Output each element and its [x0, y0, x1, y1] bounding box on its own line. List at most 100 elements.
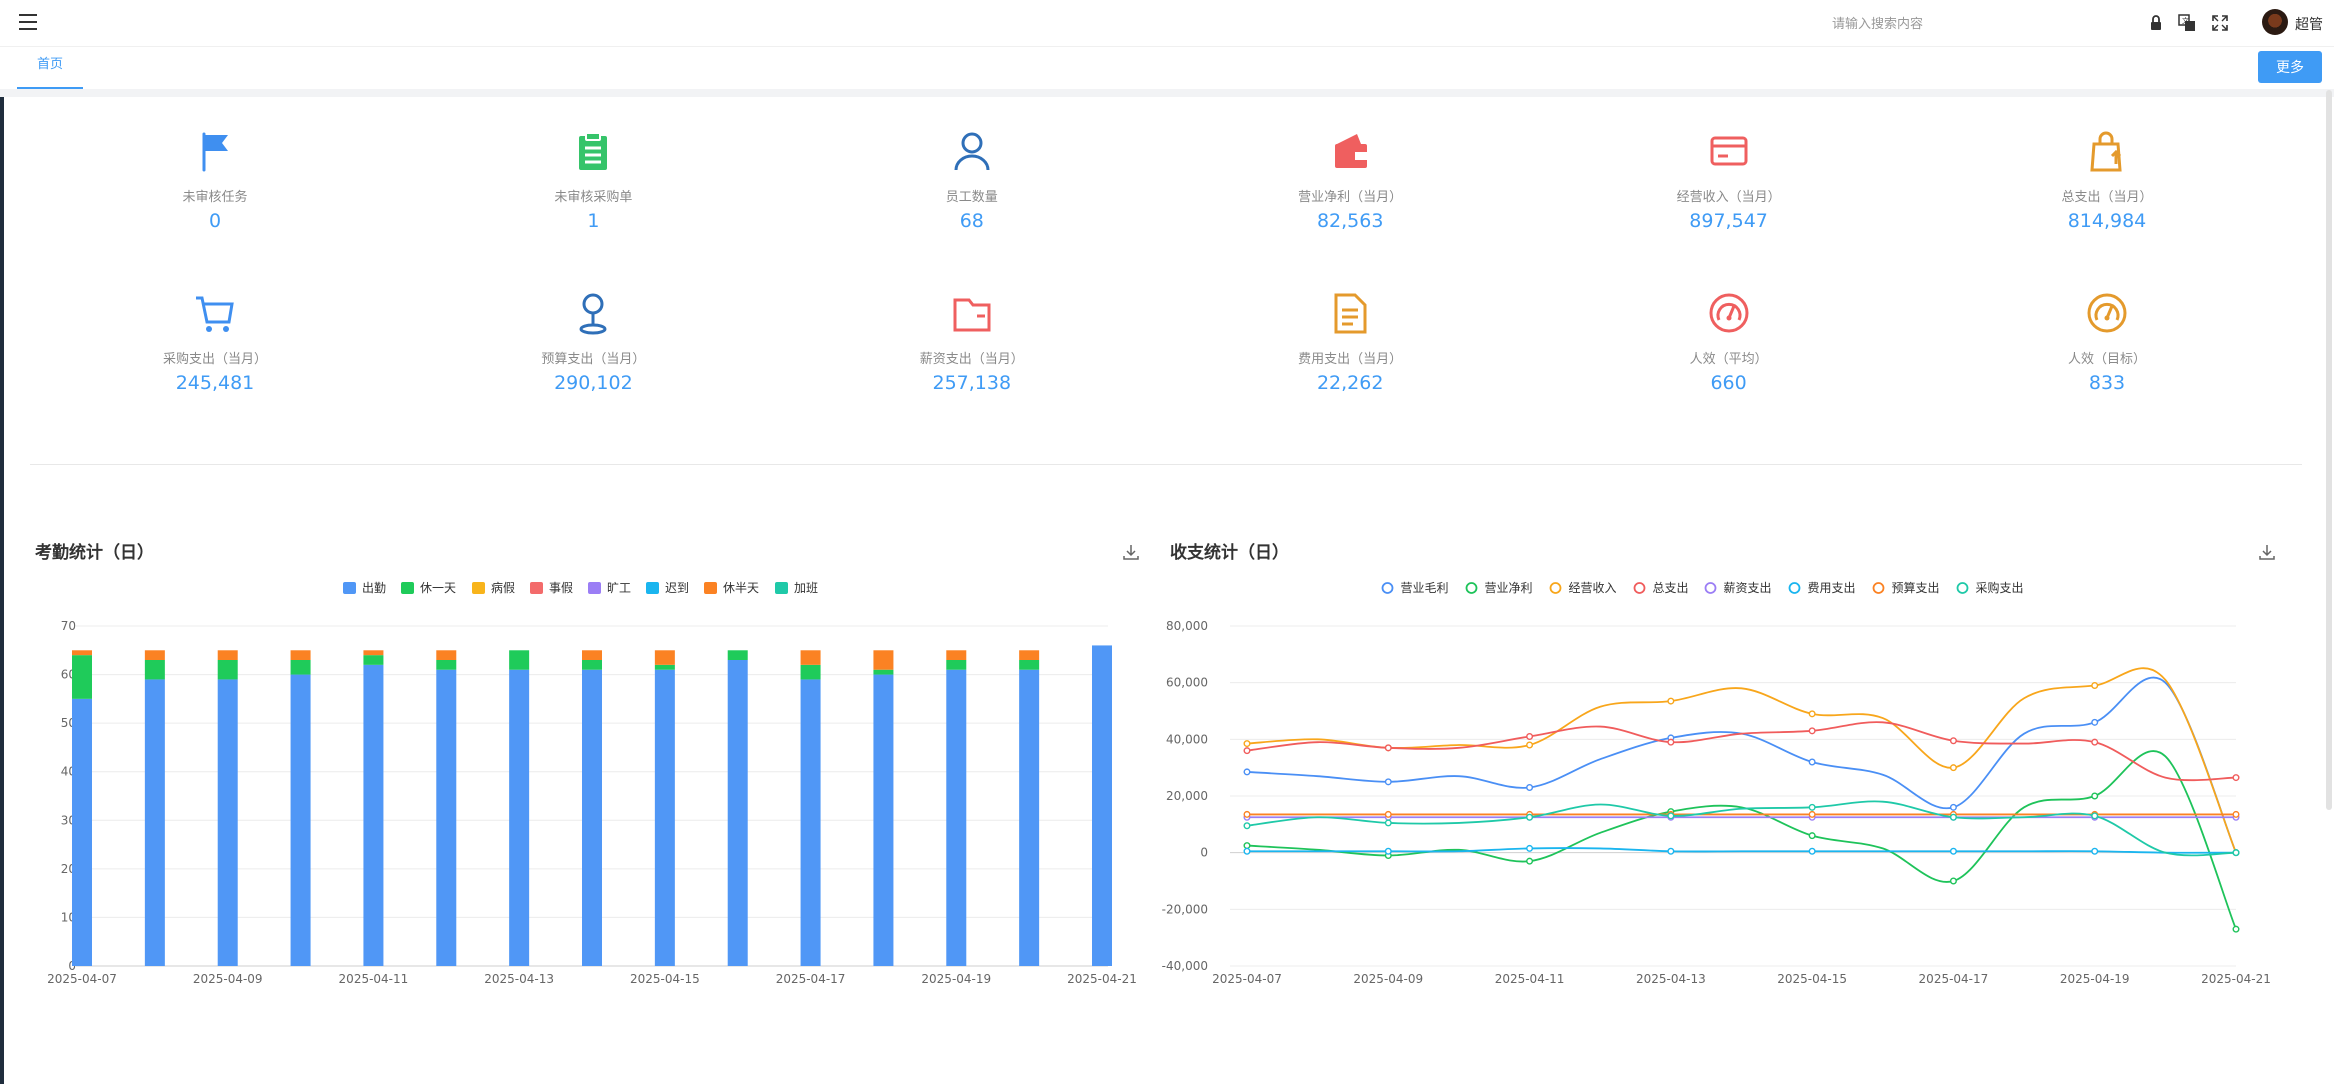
left-sidebar-edge — [0, 0, 4, 1084]
stat-card[interactable]: 未审核采购单 1 — [483, 128, 703, 232]
data-point — [1526, 784, 1534, 792]
stat-card[interactable]: 员工数量 68 — [862, 128, 1082, 232]
bar-segment — [290, 660, 311, 675]
stat-card[interactable]: 未审核任务 0 — [105, 128, 325, 232]
avatar[interactable] — [2262, 9, 2288, 35]
stat-card[interactable]: 预算支出（当月） 290,102 — [483, 290, 703, 394]
stat-value: 68 — [959, 210, 984, 232]
bar-segment — [144, 650, 165, 660]
data-point — [1808, 803, 1816, 811]
data-point — [1384, 744, 1392, 752]
username[interactable]: 超管 — [2295, 17, 2323, 33]
data-point — [1526, 733, 1534, 741]
x-tick-label: 2025-04-13 — [1636, 972, 1706, 986]
legend-swatch — [1788, 582, 1801, 594]
bar-segment — [800, 650, 821, 665]
data-point — [1808, 727, 1816, 735]
stat-value: 814,984 — [2067, 210, 2147, 232]
data-point — [1949, 803, 1957, 811]
legend-item: 旷工 — [607, 581, 631, 595]
data-point — [2091, 682, 2099, 690]
data-point — [1667, 847, 1675, 855]
download-icon[interactable] — [1121, 542, 1141, 562]
stat-card[interactable]: 经营收入（当月） 897,547 — [1619, 128, 1839, 232]
x-tick-label: 2025-04-11 — [339, 972, 409, 986]
data-point — [1243, 747, 1251, 755]
stat-card[interactable]: 费用支出（当月） 22,262 — [1240, 290, 1460, 394]
data-point — [2091, 718, 2099, 726]
stat-label: 费用支出（当月） — [1298, 352, 1403, 367]
data-point — [2232, 774, 2240, 782]
legend-item: 薪资支出 — [1724, 581, 1772, 595]
legend-item: 休一天 — [420, 581, 456, 595]
legend-item: 迟到 — [665, 581, 689, 595]
bar-segment — [72, 650, 92, 656]
hamburger-menu-icon[interactable] — [19, 14, 37, 30]
stat-label: 人效（目标） — [2067, 352, 2146, 367]
series-line — [1246, 676, 2237, 854]
y-tick-label: 60,000 — [1166, 676, 1208, 690]
legend-item: 预算支出 — [1892, 580, 1940, 595]
bar-segment — [217, 650, 238, 660]
search-input[interactable] — [1830, 13, 2034, 35]
legend-item: 费用支出 — [1808, 581, 1856, 595]
bar-segment — [290, 674, 311, 966]
scrollbar[interactable] — [2326, 90, 2332, 810]
card-icon — [1710, 136, 1748, 166]
fullscreen-icon[interactable] — [2210, 13, 2230, 33]
stat-card[interactable]: 薪资支出（当月） 257,138 — [862, 290, 1082, 394]
bar-segment — [72, 655, 92, 699]
stat-label: 采购支出（当月） — [162, 352, 267, 367]
document-icon — [1334, 293, 1367, 334]
legend-item: 事假 — [549, 581, 573, 595]
stat-value: 897,547 — [1689, 210, 1768, 232]
legend-swatch — [401, 582, 414, 594]
stat-card[interactable]: 营业净利（当月） 82,563 — [1240, 128, 1460, 232]
stat-label: 人效（平均） — [1689, 352, 1768, 367]
stat-card[interactable]: 总支出（当月） 814,984 — [1997, 128, 2217, 232]
bar-segment — [436, 660, 457, 670]
top-header: 文 超管 — [0, 0, 2334, 47]
lock-icon[interactable] — [2146, 13, 2166, 33]
finance-chart-title: 收支统计（日） — [1170, 543, 1289, 563]
stat-card[interactable]: 人效（目标） 833 — [1997, 290, 2217, 394]
series-line — [1246, 750, 2237, 930]
data-point — [1243, 847, 1251, 855]
legend-item: 总支出 — [1653, 581, 1689, 595]
stat-card[interactable]: 采购支出（当月） 245,481 — [105, 290, 325, 394]
x-tick-label: 2025-04-07 — [47, 972, 117, 986]
legend-swatch — [530, 582, 543, 594]
bar-segment — [946, 669, 967, 966]
stat-label: 薪资支出（当月） — [919, 352, 1024, 367]
stat-value: 245,481 — [175, 372, 255, 394]
x-tick-label: 2025-04-15 — [630, 972, 700, 986]
data-point — [1808, 810, 1816, 818]
bar-segment — [1092, 645, 1112, 966]
y-tick-label: 70 — [61, 619, 76, 633]
translate-icon[interactable]: 文 — [2177, 13, 2197, 33]
more-button[interactable]: 更多 — [2258, 51, 2322, 83]
legend-swatch — [1381, 582, 1394, 594]
download-icon[interactable] — [2257, 542, 2277, 562]
data-point — [1808, 847, 1816, 855]
attendance-chart-title: 考勤统计（日） — [35, 543, 154, 563]
x-tick-label: 2025-04-09 — [193, 972, 263, 986]
legend-swatch — [775, 582, 788, 594]
x-tick-label: 2025-04-17 — [776, 972, 846, 986]
legend-item: 经营收入 — [1569, 581, 1617, 595]
data-point — [1526, 813, 1534, 821]
x-tick-label: 2025-04-15 — [1777, 972, 1847, 986]
legend-item: 采购支出 — [1976, 580, 2024, 595]
stat-value: 833 — [2088, 372, 2126, 394]
data-point — [1384, 819, 1392, 827]
series-line — [1246, 800, 2237, 857]
tab-home[interactable]: 首页 — [17, 47, 83, 89]
bar-segment — [727, 660, 748, 966]
stat-label: 经营收入（当月） — [1676, 190, 1781, 205]
bar-segment — [144, 679, 165, 966]
data-point — [1526, 857, 1534, 865]
stat-card[interactable]: 人效（平均） 660 — [1619, 290, 1839, 394]
data-point — [1526, 844, 1534, 852]
y-tick-label: 40,000 — [1166, 732, 1208, 746]
data-point — [1243, 768, 1251, 776]
